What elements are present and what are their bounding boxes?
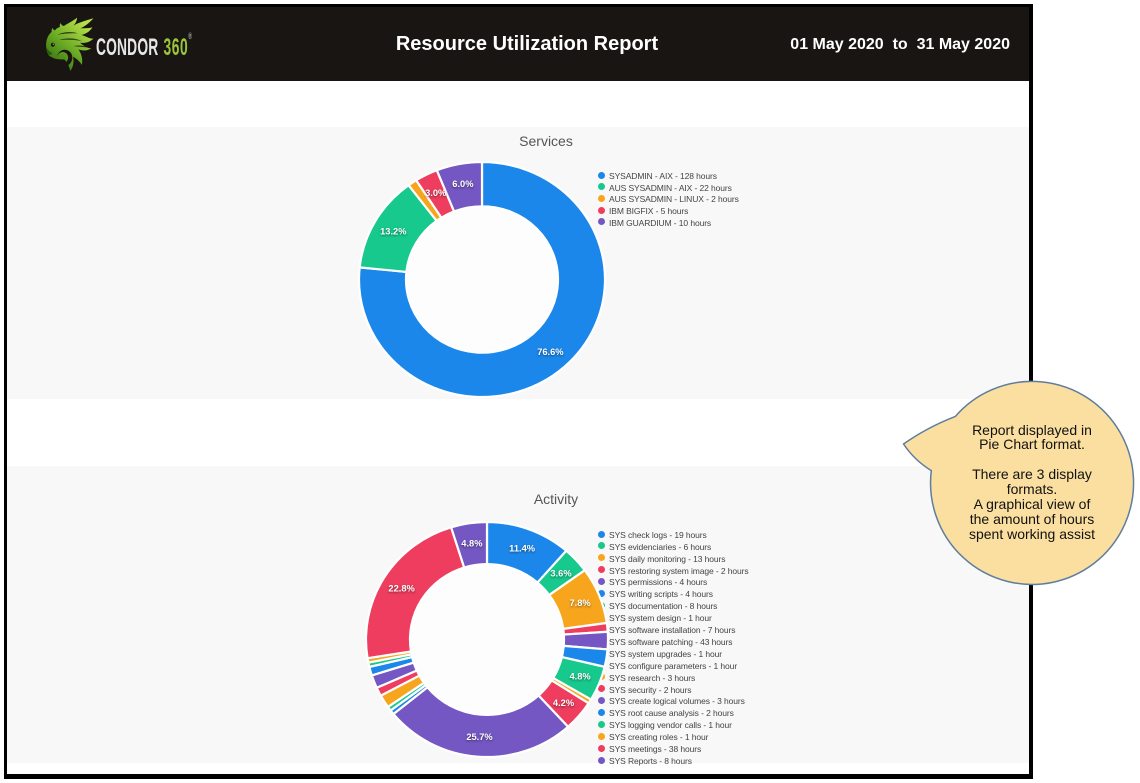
svg-text:25.7%: 25.7% xyxy=(466,731,493,741)
svg-text:11.4%: 11.4% xyxy=(509,543,536,553)
svg-text:13.2%: 13.2% xyxy=(380,227,407,237)
svg-text:4.8%: 4.8% xyxy=(569,671,591,681)
svg-text:3.6%: 3.6% xyxy=(550,568,572,578)
svg-text:4.2%: 4.2% xyxy=(553,697,575,707)
svg-text:22.8%: 22.8% xyxy=(388,583,415,593)
svg-text:4.8%: 4.8% xyxy=(461,538,483,548)
svg-text:7.8%: 7.8% xyxy=(569,598,591,608)
svg-text:76.6%: 76.6% xyxy=(537,347,564,357)
svg-text:6.0%: 6.0% xyxy=(452,179,474,189)
svg-text:3.0%: 3.0% xyxy=(425,188,447,198)
